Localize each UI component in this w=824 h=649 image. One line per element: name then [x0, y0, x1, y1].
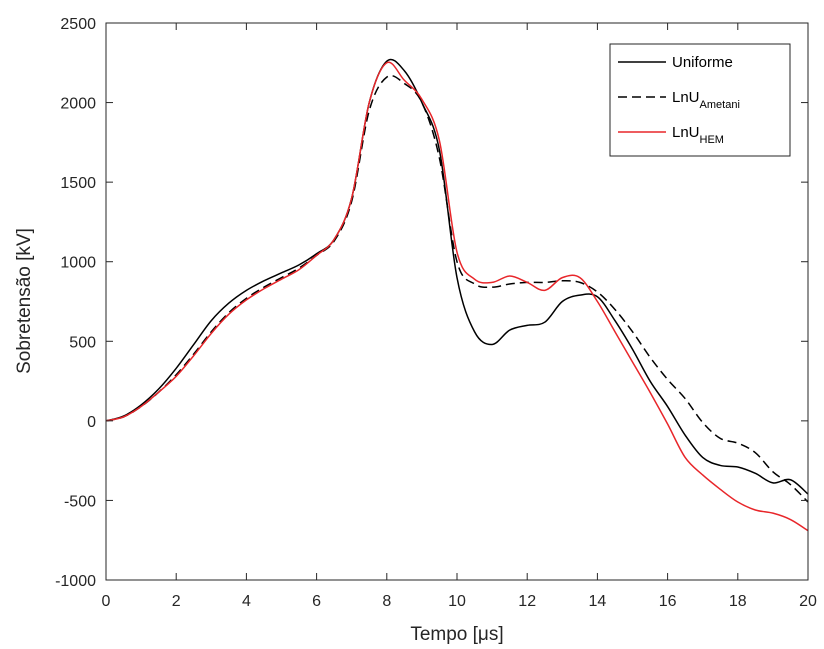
legend-label-1: Uniforme: [672, 54, 733, 71]
series-layer: [105, 58, 809, 532]
y-tick-label: -500: [64, 493, 96, 510]
x-tick-label: 0: [102, 593, 111, 610]
series-line-2: [105, 74, 809, 503]
y-tick-label: -1000: [55, 573, 96, 590]
x-tick-label: 2: [172, 593, 181, 610]
y-tick-label: 2500: [60, 16, 96, 33]
legend-label-3: LnUHEM: [672, 124, 724, 146]
legend: Uniforme LnUAmetani LnUHEM: [609, 43, 791, 157]
x-tick-label: 20: [799, 593, 817, 610]
x-axis-title: Tempo [μs]: [410, 624, 503, 645]
y-tick-label: 500: [69, 334, 96, 351]
x-tick-label: 14: [589, 593, 607, 610]
x-tick-label: 16: [659, 593, 677, 610]
x-tick-label: 10: [448, 593, 466, 610]
y-tick-label: 2000: [60, 96, 96, 113]
y-tick-label: 1000: [60, 255, 96, 272]
series-line-1: [105, 58, 809, 495]
y-tick-label: 0: [87, 414, 96, 431]
x-tick-label: 8: [382, 593, 391, 610]
x-tick-label: 6: [312, 593, 321, 610]
series-line-3: [105, 61, 809, 532]
legend-label-2: LnUAmetani: [672, 89, 740, 111]
tick-labels-layer: 0 2 4 6 8 10 12 14 16 18 20 -1000 -500 0 500 1000 1500 20…: [55, 16, 817, 610]
x-tick-label: 4: [242, 593, 251, 610]
ticks-layer: [105, 22, 809, 581]
y-tick-label: 1500: [60, 175, 96, 192]
x-tick-label: 18: [729, 593, 747, 610]
y-axis-title: Sobretensão [kV]: [14, 228, 35, 374]
x-tick-label: 12: [518, 593, 536, 610]
